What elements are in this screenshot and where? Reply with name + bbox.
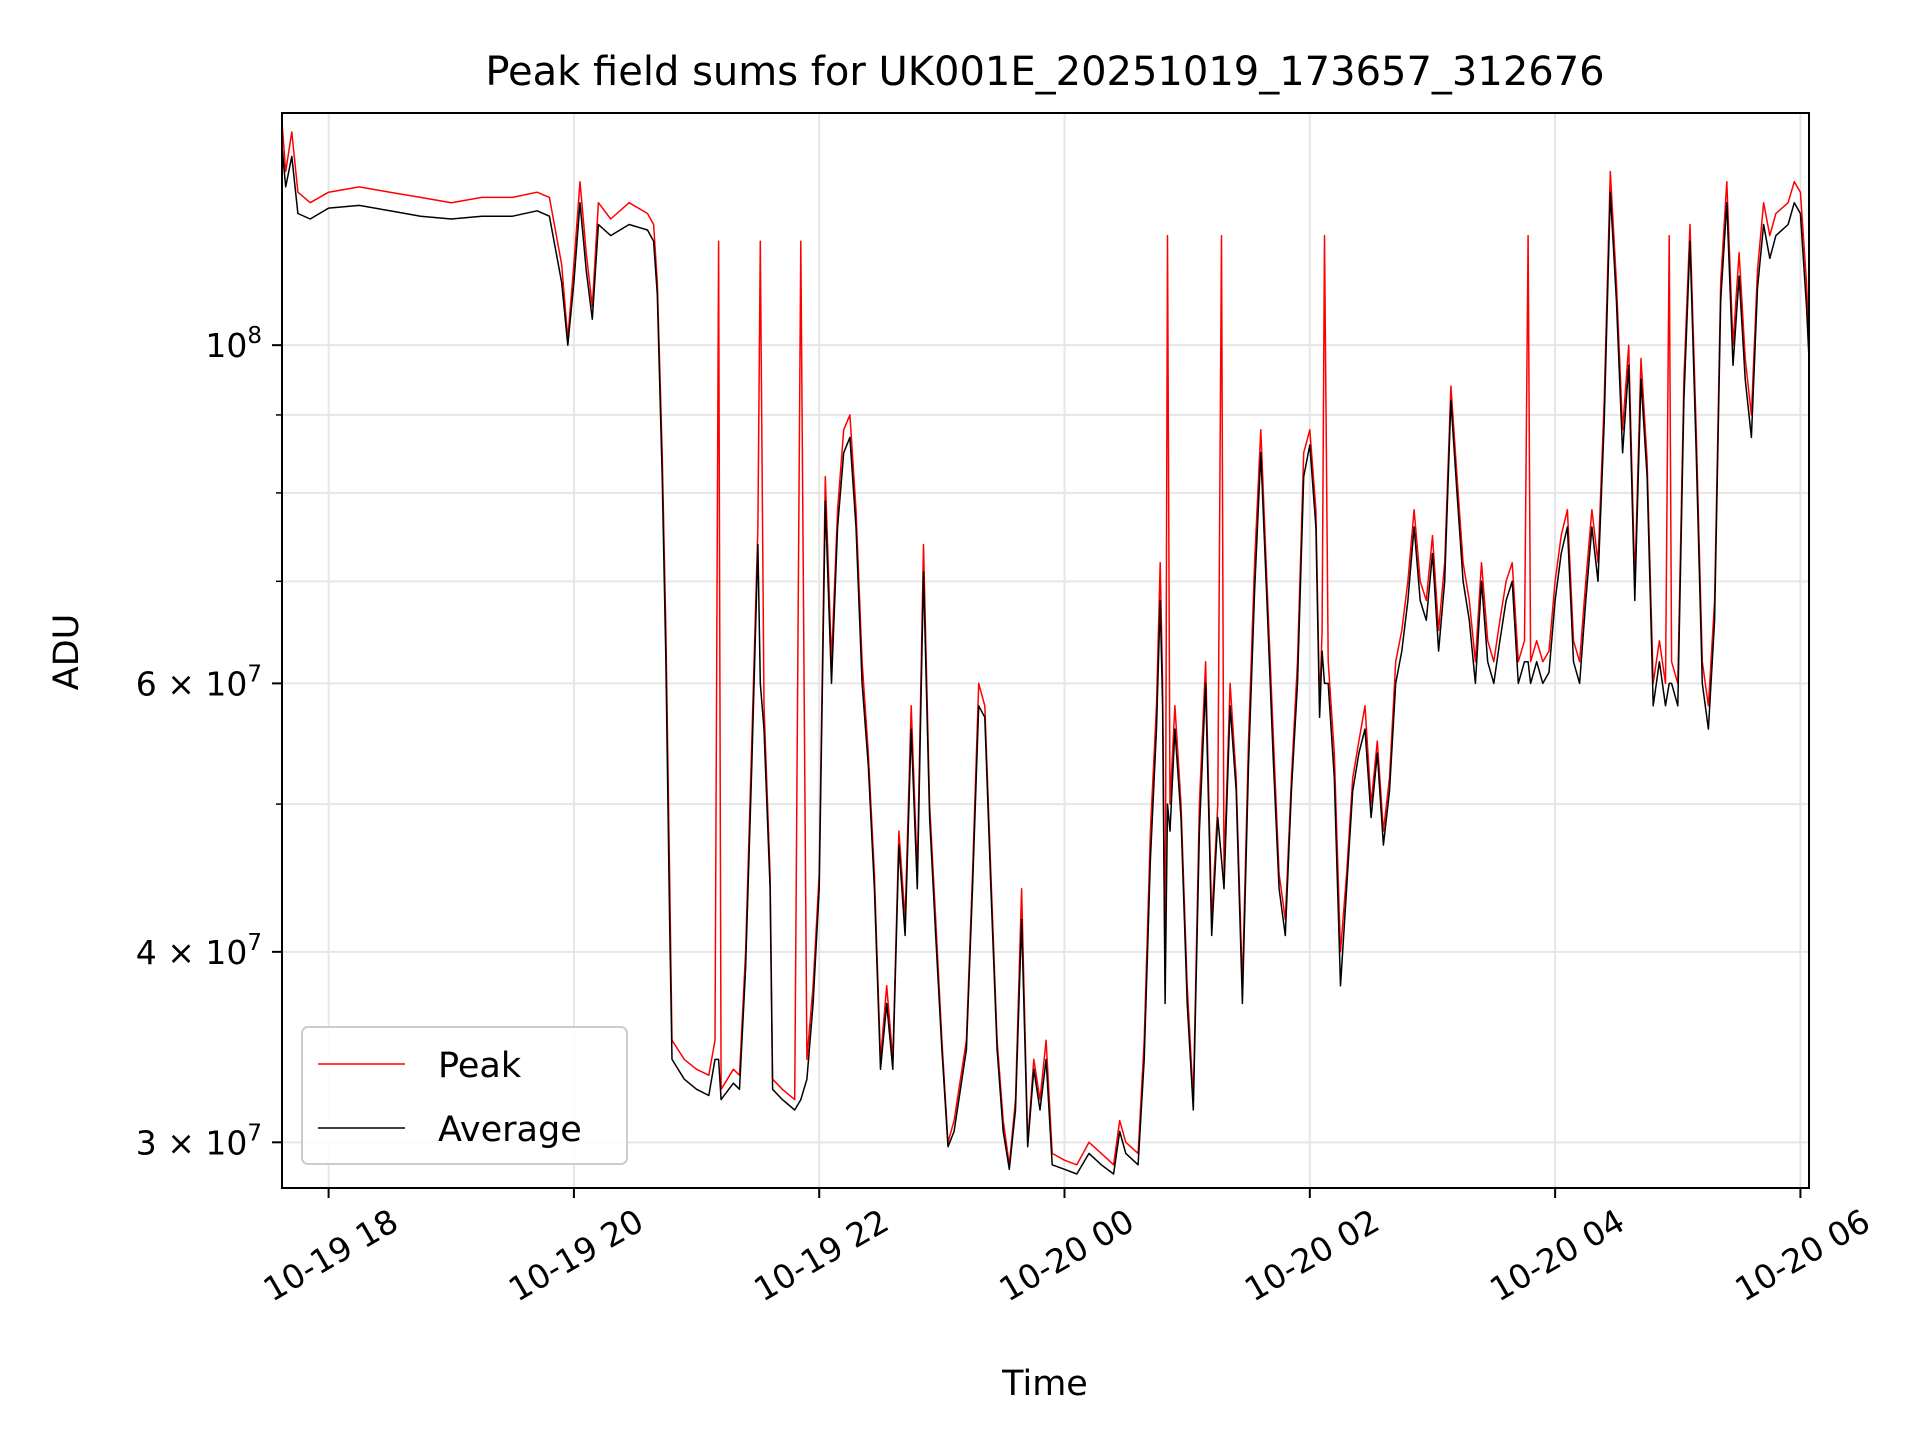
legend: Peak Average — [301, 1026, 628, 1165]
plot-frame — [281, 112, 1810, 1189]
y-axis-ticks: 108 6 × 107 4 × 107 3 × 107 — [136, 323, 282, 1162]
x-axis-label: Time — [1001, 1364, 1088, 1404]
y-tick-label: 4 × 107 — [136, 930, 262, 972]
legend-box — [301, 1026, 628, 1165]
series-line-average — [282, 146, 1809, 1175]
y-tick-label: 108 — [205, 323, 262, 365]
y-axis-label: ADU — [47, 614, 87, 691]
chart-title: Peak field sums for UK001E_20251019_1736… — [485, 49, 1604, 95]
y-tick-label: 6 × 107 — [136, 661, 262, 703]
y-tick-label: 3 × 107 — [136, 1120, 262, 1162]
plot-series — [282, 122, 1809, 1175]
legend-label-peak: Peak — [438, 1046, 522, 1086]
legend-label-average: Average — [438, 1110, 582, 1150]
